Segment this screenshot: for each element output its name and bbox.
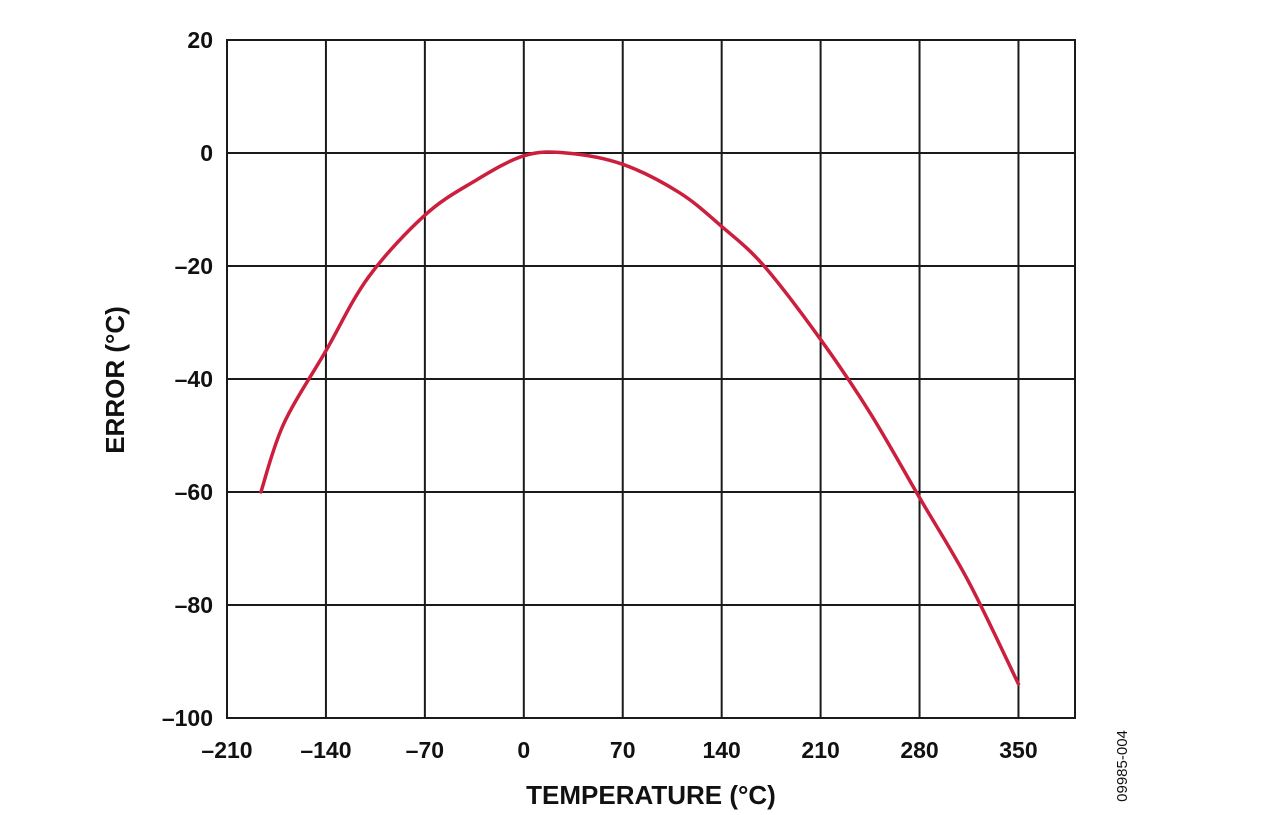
x-tick-label: 0 — [517, 737, 530, 763]
y-tick-label: –40 — [175, 366, 213, 392]
x-tick-label: –140 — [300, 737, 351, 763]
x-tick-label: 280 — [900, 737, 938, 763]
x-tick-labels: –210 –140 –70 0 70 140 210 280 350 — [201, 737, 1037, 763]
x-tick-label: 210 — [801, 737, 839, 763]
y-tick-label: 0 — [200, 140, 213, 166]
y-tick-label: –60 — [175, 479, 213, 505]
y-tick-labels: 20 0 –20 –40 –60 –80 –100 — [162, 27, 213, 731]
y-axis-label: ERROR (°C) — [100, 306, 130, 454]
y-tick-label: 20 — [187, 27, 213, 53]
x-axis-label: TEMPERATURE (°C) — [526, 780, 776, 810]
plot-frame — [226, 39, 1076, 719]
y-tick-label: –100 — [162, 705, 213, 731]
figure-id: 09985-004 — [1114, 730, 1131, 802]
x-tick-label: –70 — [406, 737, 444, 763]
x-tick-label: 140 — [702, 737, 740, 763]
x-tick-label: 70 — [610, 737, 636, 763]
x-tick-label: –210 — [201, 737, 252, 763]
y-tick-label: –20 — [175, 253, 213, 279]
error-curve — [259, 150, 1021, 686]
y-tick-label: –80 — [175, 592, 213, 618]
grid — [227, 40, 1075, 718]
x-tick-label: 350 — [999, 737, 1037, 763]
